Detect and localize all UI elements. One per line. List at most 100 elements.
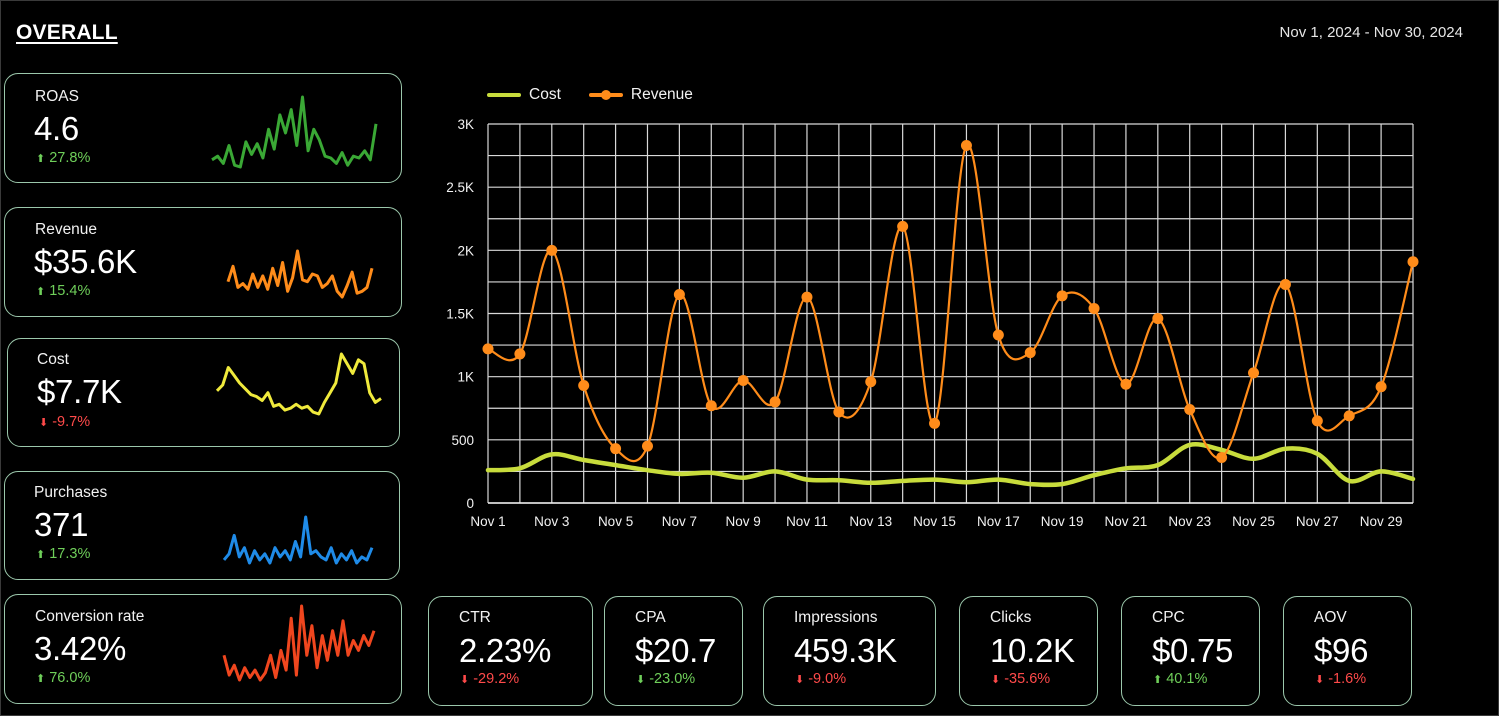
data-point-revenue[interactable] [1216,452,1228,464]
kpi-card-conversion-rate[interactable]: Conversion rate 3.42% ⬆ 76.0% [4,594,402,704]
sparkline-path [222,515,374,565]
x-tick-label: Nov 27 [1296,514,1339,529]
chart-legend: Cost Revenue [487,86,721,104]
kpi-label: Cost [37,351,69,368]
kpi-change-value: 27.8% [49,150,91,166]
x-tick-label: Nov 21 [1105,514,1148,529]
legend-label: Revenue [630,86,693,103]
date-range-selector[interactable]: Nov 1, 2024 - Nov 30, 2024 [1279,24,1463,41]
x-tick-label: Nov 7 [662,514,697,529]
data-point-revenue[interactable] [578,380,590,392]
data-point-revenue[interactable] [1184,404,1196,416]
kpi-card-purchases[interactable]: Purchases 371 ⬆ 17.3% [4,471,400,580]
arrow-down-icon: ⬇ [991,674,1001,686]
data-point-revenue[interactable] [769,396,781,408]
kpi-value: $0.75 [1152,632,1234,669]
kpi-change: ⬇ -35.6% [991,671,1050,687]
data-point-revenue[interactable] [1375,381,1387,393]
kpi-value: 4.6 [34,110,79,147]
kpi-change-value: 40.1% [1166,671,1208,687]
series-line-revenue [486,143,1415,462]
legend-item-cost[interactable]: Cost [487,86,561,104]
kpi-change-value: -29.2% [473,671,520,687]
kpi-change-value: -23.0% [649,671,696,687]
data-point-revenue[interactable] [960,139,972,151]
arrow-up-icon: ⬆ [36,153,46,165]
kpi-change: ⬇ -9.7% [39,414,90,430]
x-tick-label: Nov 9 [726,514,761,529]
arrow-down-icon: ⬇ [795,674,805,686]
data-point-revenue[interactable] [1311,415,1323,427]
y-tick-label: 2.5K [446,180,474,195]
data-point-revenue[interactable] [737,374,749,386]
kpi-label: AOV [1314,609,1347,626]
kpi-card-roas[interactable]: ROAS 4.6 ⬆ 27.8% [4,73,402,183]
arrow-up-icon: ⬆ [1153,674,1163,686]
kpi-label: Clicks [990,609,1032,626]
x-tick-label: Nov 5 [598,514,633,529]
sparkline [226,249,374,299]
kpi-card-clicks[interactable]: Clicks 10.2K ⬇ -35.6% [959,596,1098,706]
kpi-value: 3.42% [34,630,127,667]
data-point-revenue[interactable] [514,348,526,360]
arrow-down-icon: ⬇ [39,417,49,429]
data-point-revenue[interactable] [897,220,909,232]
kpi-change-value: -9.7% [52,414,91,430]
kpi-label: CTR [459,609,491,626]
kpi-card-cost[interactable]: Cost $7.7K ⬇ -9.7% [7,338,400,447]
arrow-up-icon: ⬆ [36,549,46,561]
data-point-revenue[interactable] [801,291,813,303]
data-point-revenue[interactable] [865,376,877,388]
sparkline [215,352,382,416]
data-point-revenue[interactable] [1343,410,1355,422]
data-point-revenue[interactable] [1152,313,1164,325]
data-point-revenue[interactable] [673,289,685,301]
kpi-change: ⬆ 17.3% [36,546,90,562]
kpi-card-cpa[interactable]: CPA $20.7 ⬇ -23.0% [604,596,743,706]
data-point-revenue[interactable] [482,343,494,355]
kpi-card-cpc[interactable]: CPC $0.75 ⬆ 40.1% [1121,596,1260,706]
data-point-revenue[interactable] [1088,302,1100,314]
data-point-revenue[interactable] [1024,347,1036,359]
y-tick-label: 3K [457,117,474,132]
arrow-down-icon: ⬇ [1315,674,1325,686]
kpi-card-aov[interactable]: AOV $96 ⬇ -1.6% [1283,596,1412,706]
arrow-up-icon: ⬆ [36,673,46,685]
data-point-revenue[interactable] [610,443,622,455]
kpi-card-impressions[interactable]: Impressions 459.3K ⬇ -9.0% [763,596,936,706]
legend-label: Cost [529,86,561,103]
data-point-revenue[interactable] [546,244,558,256]
x-tick-label: Nov 19 [1041,514,1084,529]
x-tick-label: Nov 25 [1232,514,1275,529]
data-point-revenue[interactable] [1407,256,1419,268]
kpi-value: $7.7K [37,373,122,410]
kpi-card-ctr[interactable]: CTR 2.23% ⬇ -29.2% [428,596,593,706]
kpi-value: $20.7 [635,632,717,669]
data-point-revenue[interactable] [641,440,653,452]
sparkline-path [211,95,378,169]
data-point-revenue[interactable] [833,406,845,418]
kpi-card-revenue[interactable]: Revenue $35.6K ⬆ 15.4% [4,207,402,317]
kpi-value: 10.2K [990,632,1075,669]
kpi-label: Impressions [794,609,878,626]
data-point-revenue[interactable] [1279,278,1291,290]
data-point-revenue[interactable] [1120,378,1132,390]
kpi-label: CPA [635,609,666,626]
y-tick-label: 2K [457,243,474,258]
data-point-revenue[interactable] [705,400,717,412]
series-cost [485,442,1416,488]
kpi-label: Conversion rate [35,608,145,625]
sparkline [222,604,376,682]
line-chart: 0 500 1K 1.5K 2K 2.5K 3K Nov 1 Nov 3 Nov 5 Nov 7 No… [446,117,1419,529]
data-point-revenue[interactable] [1056,290,1068,302]
arrow-up-icon: ⬆ [36,286,46,298]
kpi-change-value: 17.3% [49,546,91,562]
data-point-revenue[interactable] [929,417,941,429]
legend-item-revenue[interactable]: Revenue [588,86,693,104]
kpi-value: 459.3K [794,632,897,669]
sparkline [222,515,374,565]
data-point-revenue[interactable] [992,329,1004,341]
kpi-change-value: -35.6% [1004,671,1051,687]
data-point-revenue[interactable] [1248,367,1260,379]
y-tick-label: 1.5K [446,307,474,322]
